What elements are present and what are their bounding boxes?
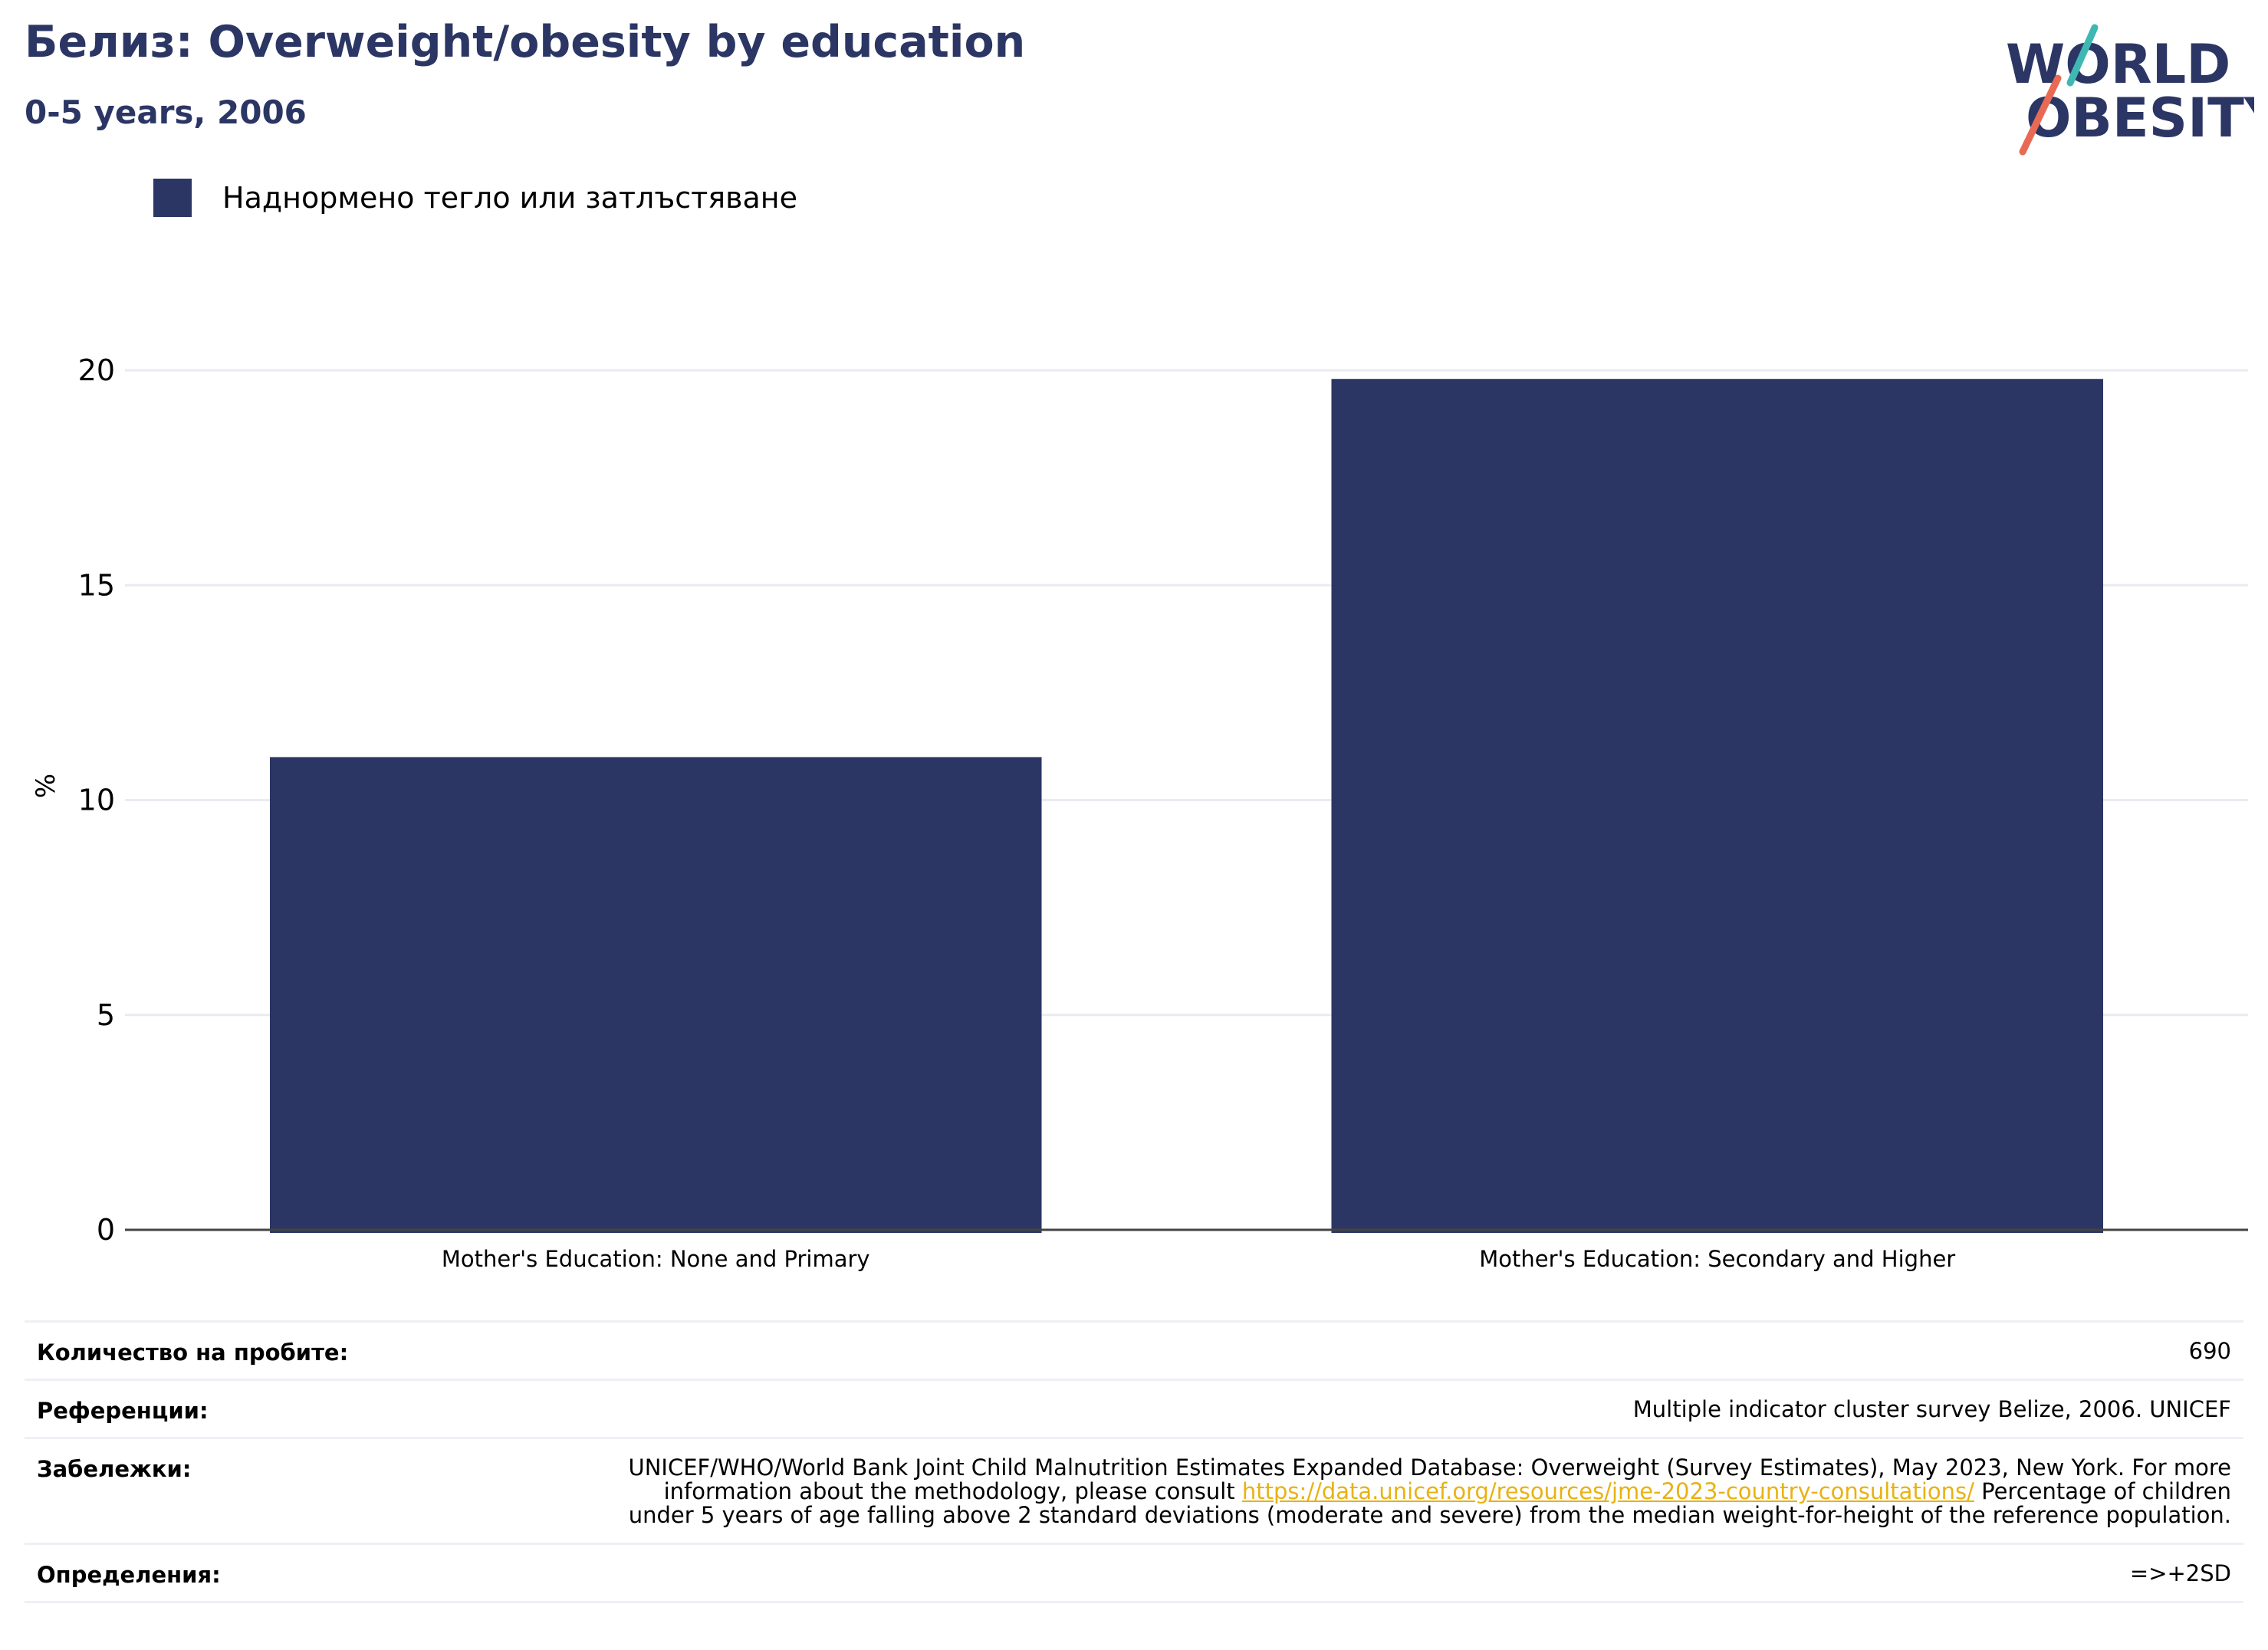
references-value: Multiple indicator cluster survey Belize… bbox=[1632, 1396, 2231, 1422]
logo-slash-teal bbox=[2066, 24, 2099, 87]
meta-row-references: Референции: Multiple indicator cluster s… bbox=[25, 1379, 2243, 1437]
meta-row-definitions: Определения: =>+2SD bbox=[25, 1543, 2243, 1603]
x-tick-label: Mother's Education: None and Primary bbox=[442, 1246, 870, 1272]
chart-title: Белиз: Overweight/obesity by education bbox=[25, 17, 1026, 67]
bar bbox=[1331, 379, 2104, 1234]
meta-row-sample: Количество на пробите: 690 bbox=[25, 1320, 2243, 1379]
sample-size-label: Количество на пробите: bbox=[37, 1339, 349, 1366]
sample-size-value: 690 bbox=[2188, 1338, 2231, 1364]
notes-text-after: Percentage of children under 5 years of … bbox=[628, 1478, 2231, 1528]
metadata-table: Количество на пробите: 690 Референции: M… bbox=[25, 1320, 2243, 1603]
legend-label: Наднормено тегло или затлъстяване bbox=[222, 181, 797, 215]
meta-row-notes: Забележки: UNICEF/WHO/World Bank Joint C… bbox=[25, 1437, 2243, 1543]
logo-slash-coral bbox=[2019, 74, 2062, 156]
bar bbox=[269, 757, 1042, 1233]
chart-legend: Наднормено тегло или затлъстяване bbox=[153, 178, 797, 218]
x-tick-label: Mother's Education: Secondary and Higher bbox=[1479, 1246, 1955, 1272]
chart-subtitle: 0-5 years, 2006 bbox=[25, 94, 307, 131]
y-tick-label: 20 bbox=[78, 353, 115, 387]
notes-link[interactable]: https://data.unicef.org/resources/jme-20… bbox=[1241, 1478, 1974, 1504]
definitions-label: Определения: bbox=[37, 1562, 221, 1588]
bar-chart: 0 5 10 15 20 Mother's Education: None and Pri… bbox=[78, 353, 2248, 1272]
notes-value: UNICEF/WHO/World Bank Joint Child Malnut… bbox=[598, 1439, 2231, 1543]
notes-label: Забележки: bbox=[37, 1456, 192, 1482]
notes-text-before: UNICEF/WHO/World Bank Joint Child Malnut… bbox=[628, 1454, 2231, 1504]
logo-line1: WORLD bbox=[2006, 33, 2230, 96]
world-obesity-logo: WORLD OBESITY bbox=[2006, 24, 2254, 156]
y-tick-label: 10 bbox=[78, 784, 115, 817]
y-tick-label: 5 bbox=[97, 998, 115, 1032]
legend-swatch bbox=[153, 179, 192, 217]
references-label: Референции: bbox=[37, 1398, 209, 1424]
logo-line2: OBESITY bbox=[2026, 87, 2254, 150]
y-tick-label: 15 bbox=[78, 568, 115, 602]
definitions-value: =>+2SD bbox=[2129, 1560, 2231, 1586]
y-tick-label: 0 bbox=[97, 1213, 115, 1247]
